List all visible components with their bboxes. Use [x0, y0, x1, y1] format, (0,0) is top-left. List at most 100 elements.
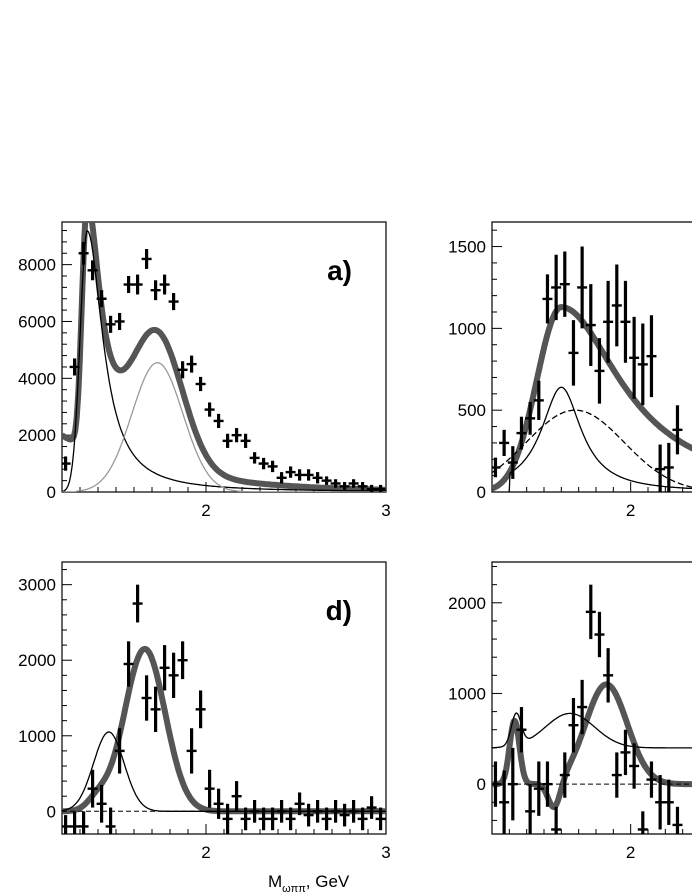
- fit-curves: [492, 681, 692, 811]
- data-point: [186, 728, 197, 774]
- data-point: [620, 729, 631, 776]
- data-point: [114, 728, 125, 774]
- data-point: [603, 280, 614, 363]
- data-point: [348, 479, 359, 488]
- x-axis-title-sub: ωππ: [282, 883, 306, 895]
- data-point: [312, 472, 323, 484]
- data-point: [594, 338, 605, 404]
- data-point: [542, 761, 553, 807]
- data-point: [69, 358, 80, 376]
- total-fit-curve: [62, 645, 386, 815]
- data-point: [258, 807, 269, 831]
- y-tick-label: 500: [458, 401, 486, 420]
- data-point: [629, 316, 640, 399]
- data-point: [96, 290, 107, 308]
- data-point: [357, 807, 368, 831]
- data-point: [222, 803, 233, 834]
- data-point: [646, 315, 657, 398]
- data-point: [123, 641, 134, 687]
- data-point: [249, 452, 260, 464]
- data-point: [213, 788, 224, 819]
- data-point: [240, 433, 251, 448]
- y-tick-label: 6000: [18, 312, 56, 331]
- data-point: [213, 413, 224, 429]
- chart-panel-1: 2 3 0 2000 4000 6000 8000 a): [18, 221, 391, 520]
- data-point: [637, 323, 648, 406]
- data-point: [321, 476, 332, 485]
- data-point: [267, 460, 278, 473]
- data-point: [87, 260, 98, 281]
- data-point: [204, 402, 215, 417]
- data-point: [78, 241, 89, 265]
- data-points: [492, 584, 683, 834]
- data-point: [294, 792, 305, 816]
- data-point: [177, 641, 188, 680]
- y-tick-label: 1000: [18, 727, 56, 746]
- fit-curves: [62, 222, 386, 492]
- data-point: [303, 469, 314, 481]
- data-point: [507, 747, 518, 821]
- data-point: [123, 276, 134, 294]
- data-point: [525, 402, 536, 435]
- data-point: [195, 690, 206, 729]
- data-point: [603, 648, 614, 703]
- data-point: [551, 254, 562, 321]
- panel-label: d): [326, 595, 352, 626]
- data-point: [542, 274, 553, 324]
- data-point: [69, 811, 80, 834]
- total-fit-curve: [62, 222, 386, 492]
- data-point: [375, 807, 386, 831]
- data-point: [87, 769, 98, 808]
- data-point: [240, 807, 251, 831]
- y-tick-label: 0: [47, 802, 56, 821]
- data-point: [312, 800, 323, 823]
- data-point: [516, 416, 527, 450]
- x-tick-label: 3: [381, 843, 390, 862]
- y-tick-label: 0: [477, 775, 486, 794]
- data-point: [585, 284, 596, 366]
- data-point: [492, 761, 501, 807]
- data-point: [585, 584, 596, 640]
- data-point: [339, 803, 350, 827]
- y-tick-label: 8000: [18, 256, 56, 275]
- data-point: [285, 466, 296, 478]
- data-point: [276, 472, 287, 484]
- data-points: [62, 584, 386, 834]
- x-tick-label: 2: [626, 843, 635, 862]
- y-tick-label: 2000: [448, 594, 486, 613]
- data-point: [499, 770, 510, 834]
- data-point: [141, 249, 152, 269]
- data-point: [105, 807, 116, 834]
- data-point: [551, 806, 562, 834]
- x-tick-label: 2: [626, 501, 635, 520]
- data-point: [375, 484, 386, 492]
- x-axis-title: Mωππ, GeV: [268, 872, 350, 895]
- data-point: [78, 811, 89, 834]
- component-curve: [492, 409, 692, 488]
- data-point: [492, 457, 501, 478]
- data-point: [195, 376, 206, 392]
- y-tick-label: 0: [477, 483, 486, 502]
- data-point: [177, 361, 188, 379]
- data-point: [258, 457, 269, 470]
- chart-panel-4: 2 0 1000 2000: [448, 561, 692, 862]
- data-point: [150, 686, 161, 732]
- component-curve: [508, 386, 692, 492]
- data-point: [366, 796, 377, 819]
- data-point: [672, 806, 683, 834]
- data-point: [366, 484, 377, 492]
- data-point: [285, 807, 296, 831]
- data-point: [507, 446, 518, 479]
- x-axis-title-main: M: [268, 872, 282, 891]
- data-points: [62, 241, 386, 492]
- data-point: [629, 743, 640, 789]
- data-point: [231, 428, 242, 443]
- x-axis-title-unit: , GeV: [306, 872, 350, 891]
- x-tick-label: 2: [201, 843, 210, 862]
- y-tick-label: 3000: [18, 576, 56, 595]
- data-point: [249, 800, 260, 823]
- data-point: [357, 482, 368, 491]
- y-tick-label: 1000: [448, 684, 486, 703]
- data-point: [159, 274, 170, 295]
- y-tick-label: 2000: [18, 651, 56, 670]
